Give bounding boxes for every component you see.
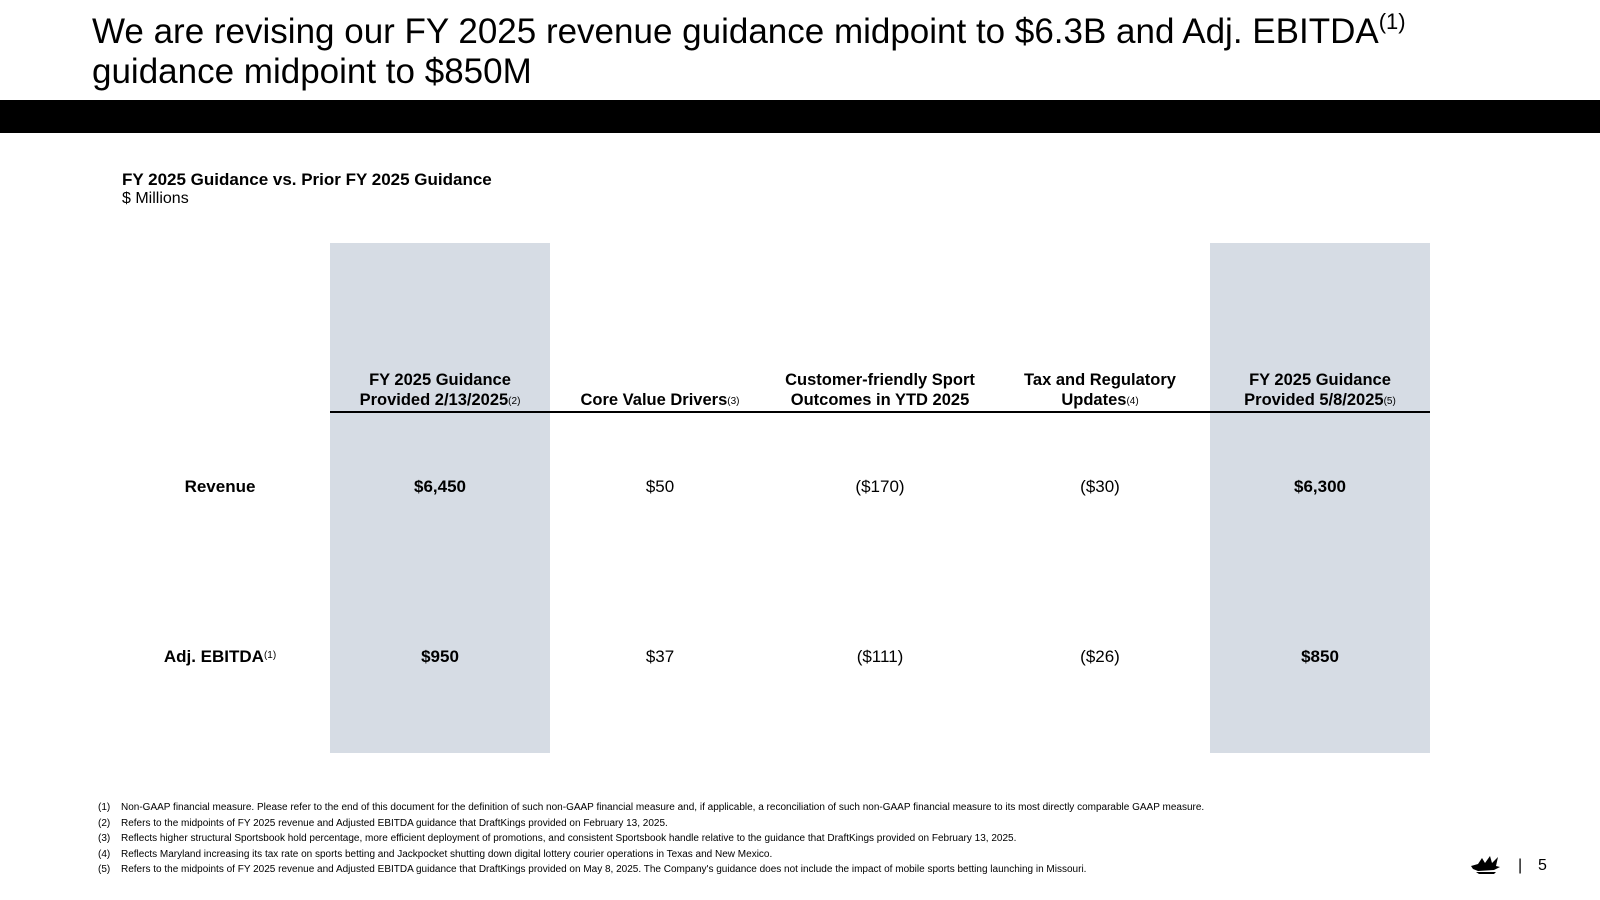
highlight-column-prior-guidance (330, 243, 550, 753)
column-header-prior-guidance: FY 2025 Guidance Provided 2/13/2025(2) (330, 370, 550, 412)
footnote-ref: (1) (263, 650, 277, 661)
column-header-line1: FY 2025 Guidance (369, 371, 511, 389)
footnote-item: (4) Reflects Maryland increasing its tax … (98, 848, 773, 860)
slide-title: We are revising our FY 2025 revenue guid… (92, 9, 1552, 92)
column-header-tax-regulatory: Tax and Regulatory Updates(4) (990, 370, 1210, 412)
page-number: 5 (1538, 857, 1547, 874)
cell-ebitda-current-guidance: $850 (1301, 647, 1339, 666)
footnote-ref: (3) (727, 396, 740, 407)
footnote-item: (2) Refers to the midpoints of FY 2025 re… (98, 817, 668, 829)
highlight-column-current-guidance (1210, 243, 1430, 753)
title-footnote-ref: (1) (1378, 9, 1406, 34)
footnote-item: (5) Refers to the midpoints of FY 2025 re… (98, 864, 1087, 875)
footnotes: (1) Non-GAAP financial measure. Please re… (98, 800, 1448, 878)
title-line-1: We are revising our FY 2025 revenue guid… (92, 9, 1406, 52)
footnote-item: (1) Non-GAAP financial measure. Please re… (98, 802, 1205, 813)
column-header-line2: Provided 5/8/2025 (1244, 391, 1384, 409)
cell-ebitda-sport-outcomes: ($111) (856, 647, 904, 666)
cell-ebitda-core-value-drivers: $37 (645, 647, 675, 666)
footnote-ref: (4) (1126, 396, 1139, 407)
footnote-ref: (2) (508, 396, 521, 407)
footnote-item: (3) Reflects higher structural Sportsbook… (98, 833, 1017, 844)
cell-revenue-sport-outcomes: ($170) (855, 477, 905, 496)
cell-ebitda-tax-regulatory: ($26) (1080, 647, 1120, 666)
column-header-sport-outcomes: Customer-friendly Sport Outcomes in YTD … (770, 370, 990, 412)
cell-revenue-prior-guidance: $6,450 (414, 477, 466, 496)
table-units: $ Millions (122, 190, 189, 207)
column-header-line2: Updates (1061, 391, 1127, 409)
cell-revenue-core-value-drivers: $50 (645, 477, 675, 496)
crown-logo-icon (1471, 856, 1500, 874)
header-underline (330, 411, 1430, 413)
footnote-ref: (5) (1383, 396, 1396, 407)
column-header-line2: Outcomes in YTD 2025 (790, 391, 970, 409)
cell-revenue-tax-regulatory: ($30) (1080, 477, 1120, 496)
cell-revenue-current-guidance: $6,300 (1294, 477, 1346, 496)
cell-ebitda-prior-guidance: $950 (421, 647, 459, 666)
column-header-line1: FY 2025 Guidance (1249, 371, 1391, 389)
column-header-line1: Customer-friendly Sport (785, 371, 975, 389)
column-header-line1: Tax and Regulatory (1024, 371, 1176, 389)
row-label-revenue: Revenue (184, 477, 256, 496)
title-divider-bar (0, 100, 1600, 133)
column-header-line2: Provided 2/13/2025 (359, 391, 509, 409)
page-separator: | (1518, 857, 1523, 874)
table-subtitle: FY 2025 Guidance vs. Prior FY 2025 Guida… (122, 170, 492, 189)
row-label-adj-ebitda: Adj. EBITDA(1) (163, 647, 277, 666)
column-header-line2: Core Value Drivers (580, 391, 728, 409)
column-header-current-guidance: FY 2025 Guidance Provided 5/8/2025(5) (1210, 370, 1430, 412)
column-header-core-value-drivers: Core Value Drivers(3) (550, 370, 770, 412)
title-line-2: guidance midpoint to $850M (92, 52, 532, 91)
